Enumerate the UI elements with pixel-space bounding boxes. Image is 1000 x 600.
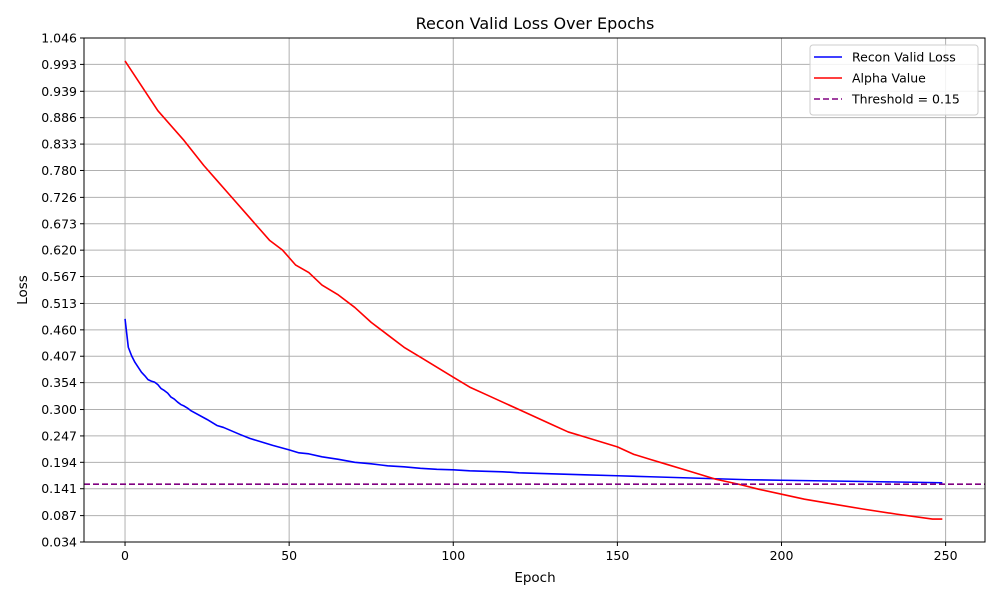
series-line-alpha-value	[124, 60, 943, 520]
y-tick-label: 0.034	[41, 535, 77, 550]
y-tick-label: 0.993	[41, 57, 77, 72]
x-tick-label: 100	[441, 548, 465, 563]
y-tick-label: 0.673	[41, 216, 77, 231]
x-axis-label: Epoch	[514, 570, 555, 586]
y-axis: 0.034 0.087 0.141 0.194 0.247 0.300 0.354 0.407…	[41, 31, 84, 550]
legend: Recon Valid Loss Alpha Value Threshold = 0…	[809, 44, 979, 116]
x-tick-label: 150	[605, 548, 629, 563]
x-tick-label: 200	[770, 548, 794, 563]
x-tick-label: 0	[121, 548, 129, 563]
y-tick-label: 0.939	[41, 84, 77, 99]
y-tick-label: 0.300	[41, 402, 77, 417]
series-line-recon-valid-loss	[124, 318, 943, 484]
y-tick-label: 0.354	[41, 375, 77, 390]
y-tick-label: 0.407	[41, 349, 77, 364]
y-tick-label: 0.460	[41, 322, 77, 337]
y-tick-label: 0.141	[41, 481, 77, 496]
series-lines	[84, 60, 985, 520]
y-tick-label: 0.620	[41, 243, 77, 258]
chart-title: Recon Valid Loss Over Epochs	[416, 14, 655, 33]
y-tick-label: 0.087	[41, 508, 77, 523]
y-tick-label: 0.567	[41, 269, 77, 284]
y-axis-label: Loss	[15, 275, 31, 305]
y-tick-label: 0.247	[41, 428, 77, 443]
y-tick-label: 0.194	[41, 455, 77, 470]
legend-label: Recon Valid Loss	[852, 50, 956, 65]
y-tick-label: 1.046	[41, 31, 77, 46]
x-tick-label: 50	[281, 548, 297, 563]
legend-box	[809, 44, 979, 116]
legend-label: Alpha Value	[852, 71, 926, 86]
y-tick-label: 0.513	[41, 296, 77, 311]
y-tick-label: 0.886	[41, 110, 77, 125]
x-tick-label: 250	[934, 548, 958, 563]
x-axis: 0 50 100 150 200 250	[121, 542, 958, 563]
y-tick-label: 0.833	[41, 137, 77, 152]
plot-frame	[83, 37, 986, 543]
legend-label: Threshold = 0.15	[851, 92, 960, 107]
y-tick-label: 0.780	[41, 163, 77, 178]
y-tick-label: 0.726	[41, 190, 77, 205]
